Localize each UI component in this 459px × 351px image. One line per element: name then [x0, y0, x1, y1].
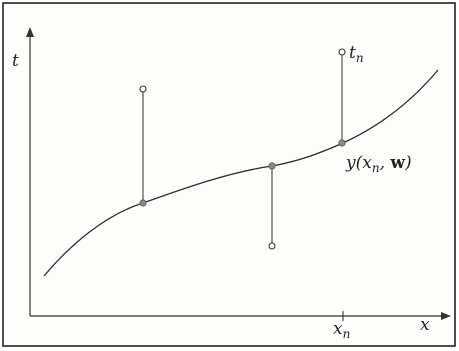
curve-point	[268, 162, 276, 170]
x-axis-arrow-icon	[441, 312, 451, 320]
target-point	[139, 85, 147, 93]
target-point	[268, 242, 276, 250]
curve-point	[139, 199, 147, 207]
model-curve	[43, 69, 439, 277]
model-label: y(xn, w)	[345, 153, 412, 175]
y-axis-label: t	[12, 51, 19, 71]
x-n-tick-label: xn	[333, 319, 350, 341]
target-label: tn	[349, 43, 364, 65]
curve-point	[338, 139, 346, 147]
x-axis-label: x	[420, 315, 430, 335]
y-axis-arrow-icon	[26, 27, 34, 37]
target-point	[338, 48, 346, 56]
